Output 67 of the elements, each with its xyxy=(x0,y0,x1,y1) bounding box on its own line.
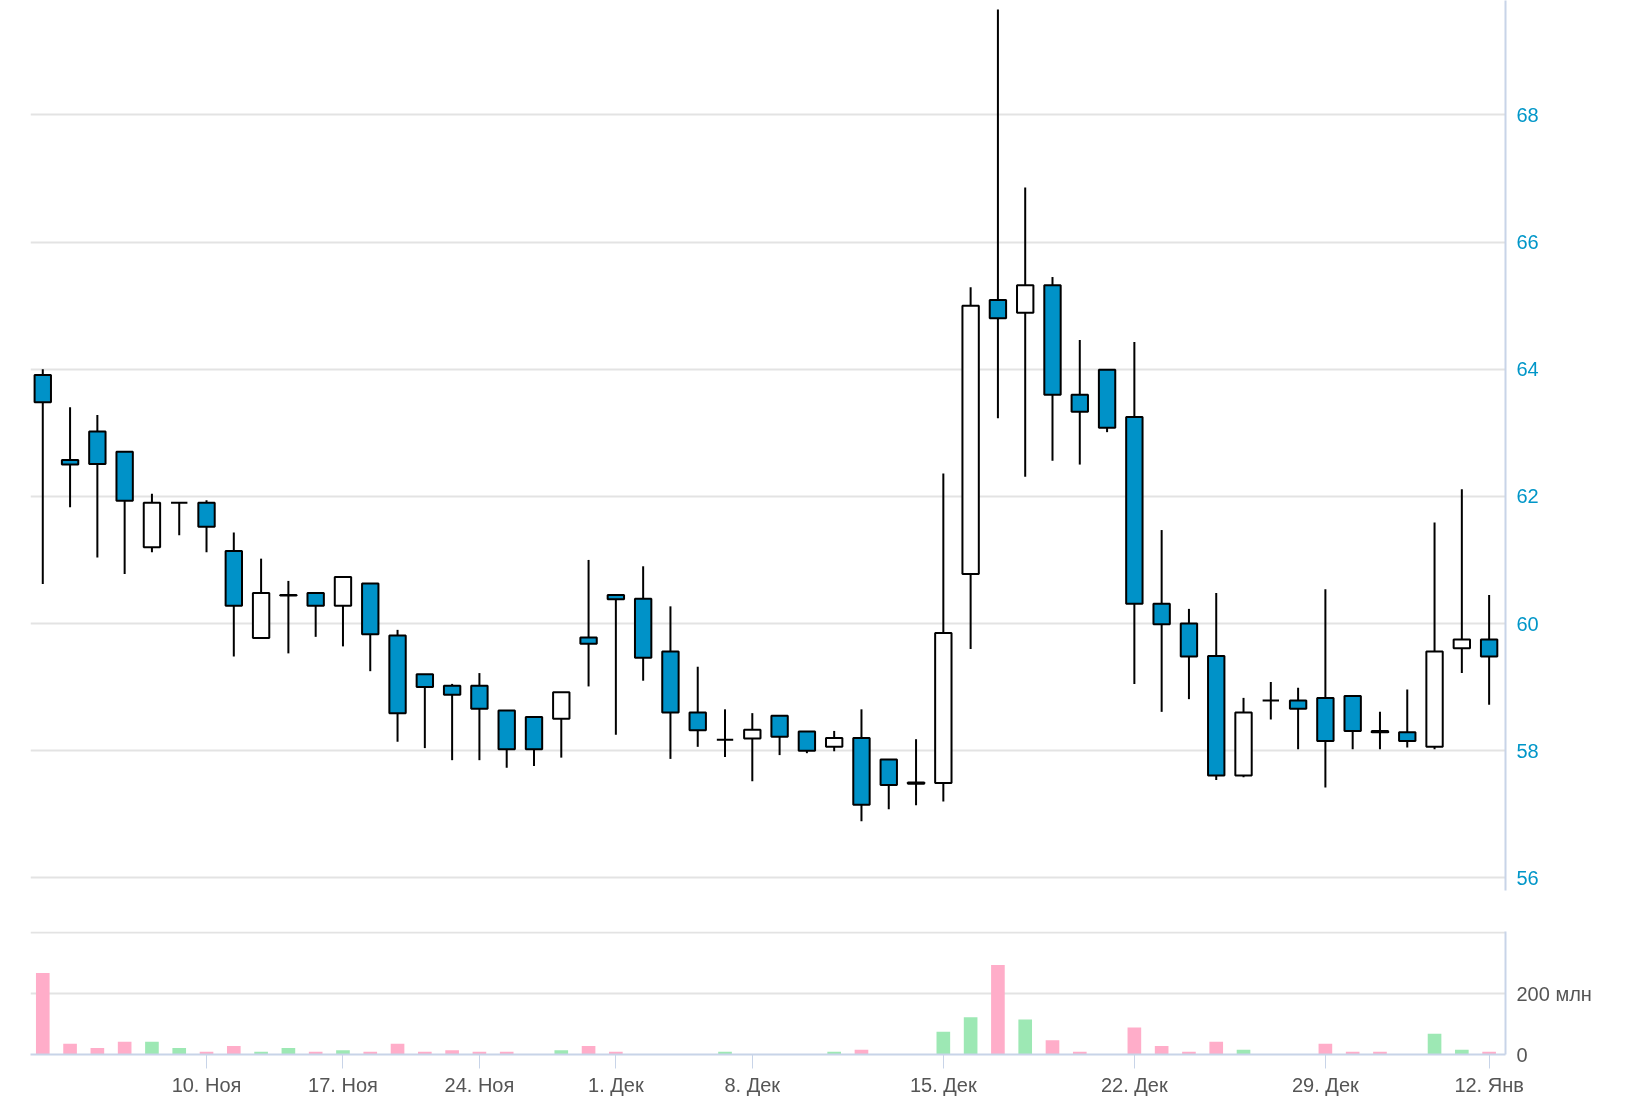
y-tick-label: 200 млн xyxy=(1516,982,1592,1005)
x-tick-label: 15. Дек xyxy=(909,1073,977,1096)
y-tick-label: 64 xyxy=(1516,358,1539,381)
bar xyxy=(281,1048,296,1055)
candlestick xyxy=(442,682,462,762)
y-tick-label: 0 xyxy=(1516,1043,1528,1066)
bar xyxy=(226,1045,241,1055)
candlestick xyxy=(1261,680,1280,721)
y-tick-label: 60 xyxy=(1516,612,1539,635)
y-tick-label: 62 xyxy=(1516,485,1539,508)
candlestick xyxy=(1398,688,1417,749)
candlestick xyxy=(470,672,489,762)
y-tick-label: 68 xyxy=(1516,103,1539,126)
x-tick-label: 17. Ноя xyxy=(308,1073,378,1096)
bar xyxy=(963,1017,978,1055)
candlestick xyxy=(60,406,80,509)
y-tick-label: 66 xyxy=(1516,231,1539,254)
candlestick xyxy=(306,591,325,638)
bar xyxy=(145,1041,159,1055)
candlestick xyxy=(743,712,762,783)
candlestick xyxy=(415,673,435,750)
candlestick xyxy=(824,729,844,753)
y-tick-label: 56 xyxy=(1516,866,1539,889)
x-tick-label: 29. Дек xyxy=(1292,1073,1360,1096)
bar xyxy=(581,1045,596,1055)
bar xyxy=(336,1050,350,1055)
candlestick xyxy=(1288,686,1308,751)
candlestick xyxy=(579,558,598,688)
candlestick xyxy=(988,8,1008,420)
candlestick xyxy=(797,730,817,755)
candlestick xyxy=(1452,488,1472,675)
bar xyxy=(117,1041,132,1055)
x-tick-label: 12. Янв xyxy=(1454,1073,1524,1096)
bar xyxy=(1045,1040,1060,1055)
candlestick xyxy=(279,579,298,655)
candlestick xyxy=(1152,529,1171,713)
bar xyxy=(390,1043,405,1055)
bar xyxy=(991,964,1005,1055)
candlestick xyxy=(1370,710,1390,751)
bar xyxy=(1209,1041,1224,1055)
x-tick-label: 22. Дек xyxy=(1100,1073,1168,1096)
bar xyxy=(1318,1043,1333,1055)
candlestick xyxy=(606,593,626,736)
x-tick-label: 1. Дек xyxy=(588,1073,644,1096)
candlestick xyxy=(1070,338,1089,466)
x-tick-label: 24. Ноя xyxy=(444,1073,515,1096)
bar xyxy=(90,1048,105,1055)
bar xyxy=(1127,1027,1142,1055)
candlestick xyxy=(1479,593,1499,706)
bar xyxy=(445,1050,459,1055)
candlestick xyxy=(906,738,926,807)
x-tick-label: 8. Дек xyxy=(724,1073,781,1096)
y-tick-label: 58 xyxy=(1516,739,1539,762)
candlestick xyxy=(770,714,789,757)
candlestick xyxy=(715,708,735,758)
bar xyxy=(35,972,50,1055)
bar xyxy=(172,1048,187,1055)
bar xyxy=(936,1031,951,1055)
x-tick-label: 10. Ноя xyxy=(171,1073,242,1096)
candlestick xyxy=(1016,186,1035,478)
candlestick xyxy=(688,665,707,748)
candlestick xyxy=(170,501,189,537)
bar xyxy=(1154,1045,1169,1055)
bar xyxy=(554,1050,569,1055)
bar xyxy=(63,1043,77,1055)
bar xyxy=(1427,1033,1442,1055)
bar xyxy=(1018,1019,1033,1055)
